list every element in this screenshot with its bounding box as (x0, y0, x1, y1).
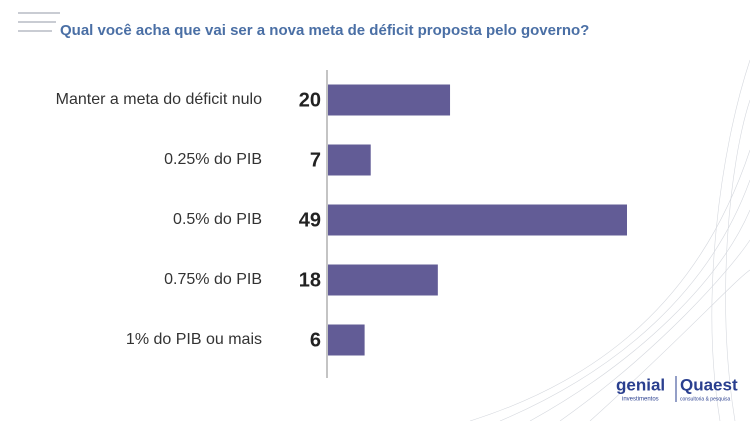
bar (328, 204, 627, 236)
category-label: Manter a meta do déficit nulo (56, 91, 262, 108)
logo-text: investimentos (622, 397, 659, 403)
bar (328, 144, 371, 176)
decoration-dots (18, 12, 60, 32)
chart-title: Qual você acha que vai ser a nova meta d… (60, 22, 589, 39)
bar (328, 324, 365, 356)
category-label: 0.25% do PIB (164, 151, 262, 168)
value-label: 20 (299, 89, 321, 111)
decoration (469, 59, 750, 421)
value-label: 49 (299, 209, 321, 231)
value-label: 6 (310, 329, 321, 351)
category-label: 0.75% do PIB (164, 271, 262, 288)
bar (328, 84, 451, 116)
value-label: 7 (310, 149, 321, 171)
value-label: 18 (299, 269, 321, 291)
logo-text: consultoria & pesquisa (680, 396, 731, 402)
logo-text: genial (616, 375, 665, 394)
category-label: 1% do PIB ou mais (126, 331, 262, 348)
logo-text: Quaest (680, 375, 738, 394)
logo: genial investimentos Quaest consultoria … (616, 375, 738, 402)
category-label: 0.5% do PIB (173, 211, 262, 228)
bar (328, 264, 438, 296)
